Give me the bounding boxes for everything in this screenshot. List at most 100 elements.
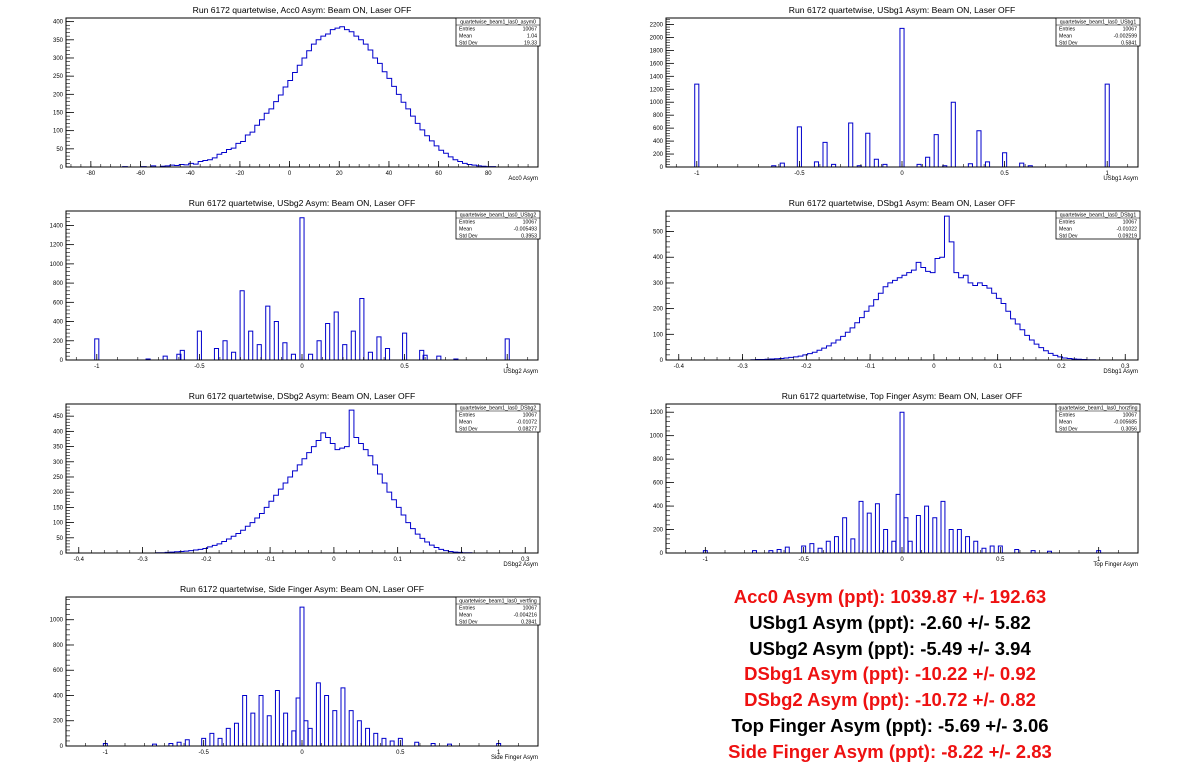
x-tick-label: -20 [236,171,245,177]
plot-frame [65,403,539,554]
x-axis-label: USbg2 Asym [503,369,538,375]
histogram-bin [1014,548,1020,553]
x-tick-label: -0.2 [801,364,812,370]
histogram-bin [848,122,854,167]
y-tick-label: 200 [53,719,64,725]
histogram-bin [813,161,820,167]
histogram-bin [225,727,231,746]
histogram-bin [342,344,348,360]
stats-box-value: 10067 [523,606,538,612]
stats-box-value: -0.004216 [514,613,537,619]
stats-box-value: 19.33 [524,41,537,47]
x-tick-label: -0.5 [194,364,205,370]
histogram-bin [282,342,288,360]
summary-line-dsbg2: DSbg2 Asym (ppt): -10.72 +/- 0.82 [744,689,1036,711]
x-tick-label: -0.1 [265,557,276,563]
x-tick-label: 60 [435,171,442,177]
histogram-bin [266,715,272,746]
x-tick-label: -80 [87,171,96,177]
histogram-bin [942,165,948,167]
histogram-bin [895,493,901,553]
x-tick-label: 20 [336,171,343,177]
histogram-bin [822,141,828,167]
histogram-bin [94,338,100,360]
histogram-bin [324,694,330,746]
x-tick-label: 0.3 [1121,364,1130,370]
x-tick-label: 0.5 [1000,171,1009,177]
histogram-bin [176,353,182,360]
y-tick-label: 300 [653,281,664,287]
x-tick-label: 40 [386,171,393,177]
histogram-bin [308,353,314,360]
histogram-bin [950,101,956,167]
histogram-bin [256,344,262,360]
histogram-line [66,409,538,554]
x-tick-label: -0.5 [198,750,209,756]
histogram-bin [981,547,987,553]
y-tick-label: 0 [60,165,64,171]
stats-box-name: quartetwise_beam1_las0_USbg1 [1060,20,1137,26]
histogram-bin [213,347,220,360]
x-tick-label: -0.2 [201,557,212,563]
histogram-title: Run 6172 quartetwise, Top Finger Asym: B… [782,391,1023,401]
histogram-bin [694,83,700,167]
stats-box-value: 10067 [523,27,538,33]
x-axis-label: DSbg1 Asym [1103,369,1138,375]
histogram-bin [303,720,309,746]
asymmetry-summary: Acc0 Asym (ppt): 1039.87 +/- 192.63 USbg… [700,584,1080,765]
stats-box-name: quartetwise_beam1_las0_vertfing [459,599,537,605]
histogram-bin [831,163,837,167]
stats-box-value: 1.04 [527,34,537,40]
y-tick-label: 400 [53,429,64,435]
histogram-bin [447,743,452,746]
stats-box-key: Mean [459,420,472,426]
histogram-bin [248,330,254,360]
histogram-bin [315,682,321,746]
y-tick-label: 300 [53,460,64,466]
y-tick-label: 1000 [650,434,664,440]
y-tick-label: 250 [53,475,64,481]
histogram-bin [422,354,428,360]
stats-box-frame [455,17,541,47]
x-tick-label: -0.1 [865,364,876,370]
x-tick-label: -0.4 [74,557,85,563]
y-tick-label: 200 [653,307,664,313]
histogram-bin [290,353,296,360]
histogram-panel-7: Run 6172 quartetwise, Side Finger Asym: … [50,584,541,761]
stats-box-value: 0.3056 [1121,427,1137,433]
x-tick-label: 0 [300,750,304,756]
stats-box-value: 10067 [1123,27,1138,33]
stats-box-value: -0.01022 [1117,227,1138,233]
histogram-bin [989,545,995,553]
y-tick-label: 350 [53,38,64,44]
stats-box-frame [455,403,541,433]
histogram-bin [384,347,391,360]
x-tick-label: -40 [186,171,195,177]
histogram-bin [1019,162,1025,167]
stats-box-key: Entries [459,220,476,226]
histogram-bin [948,529,954,553]
x-axis-label: USbg1 Asym [1103,176,1138,182]
x-tick-label: 1 [497,750,501,756]
histogram-bin [283,712,289,746]
x-tick-label: 0.5 [396,750,405,756]
histogram-bin [299,606,305,746]
histogram-bin [833,536,839,553]
histogram-bin [956,529,962,553]
histogram-bin [932,517,938,553]
histogram-bin [179,349,185,360]
stats-box-name: quartetwise_beam1_las0_asym0 [460,20,536,26]
histogram-bin [231,351,237,360]
histogram-line [66,26,538,168]
y-tick-label: 1200 [650,87,664,93]
stats-box-value: 10067 [1123,220,1138,226]
x-tick-label: 0 [300,364,304,370]
y-tick-label: 1400 [50,223,64,229]
histogram-bin [389,740,395,746]
y-tick-label: 600 [53,300,64,306]
histogram-bin [915,514,921,553]
histogram-bin [1104,83,1110,167]
histogram-bin [265,305,271,360]
